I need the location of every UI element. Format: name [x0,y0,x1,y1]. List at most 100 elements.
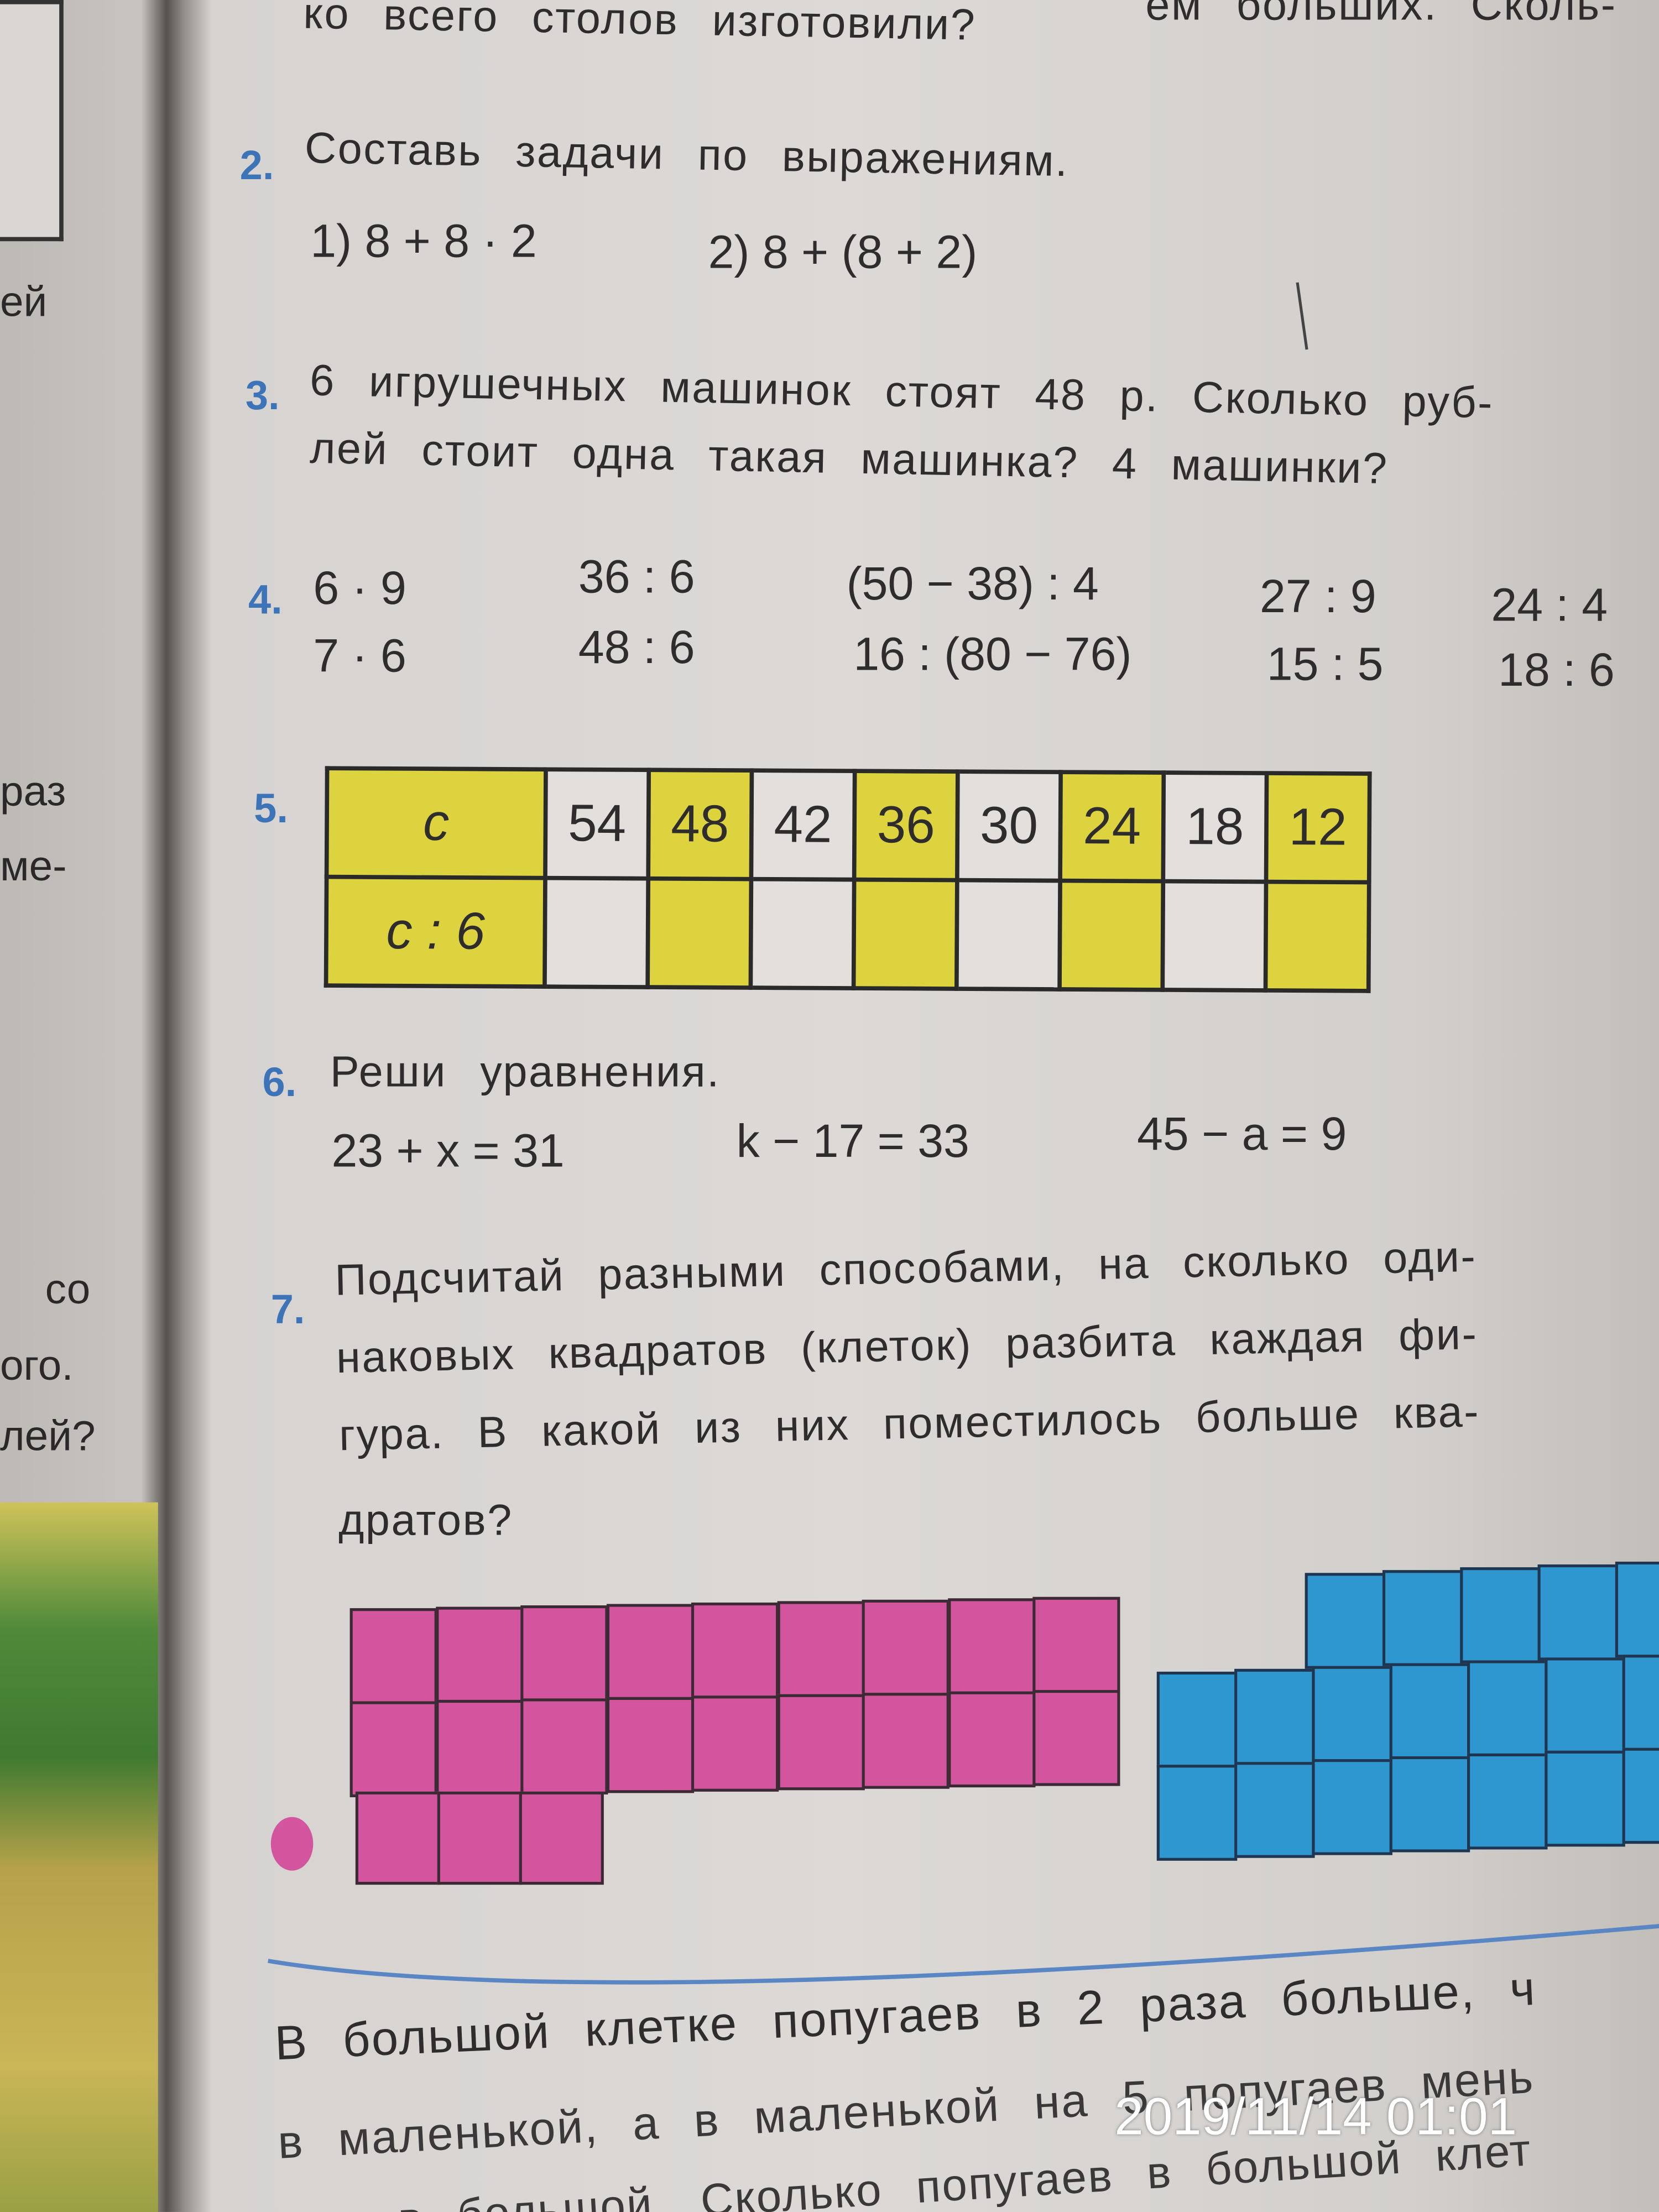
task3-line: лей стоит одна такая машинка? 4 машинки? [309,423,1389,494]
pink-dot-marker [270,1817,314,1871]
grid-square [606,1697,693,1793]
equation: 45 − a = 9 [1137,1107,1347,1160]
grid-square [1156,1671,1238,1768]
row-header: c : 6 [326,877,545,987]
task2-text: Составь задачи по выражениям. [304,123,1070,186]
equation: k − 17 = 33 [736,1114,969,1167]
grid-square [519,1791,604,1885]
grid-square [1537,1564,1618,1661]
grid-square [1305,1573,1386,1669]
task7-line: дратов? [338,1495,513,1545]
left-fragment: ей [0,279,48,326]
answer-cell[interactable] [750,879,854,989]
task7-line: наковых квадратов (клеток) разбита кажда… [336,1309,1479,1383]
left-fragment: ого. [0,1343,74,1390]
grid-square [1467,1660,1548,1756]
grid-square [776,1601,864,1697]
grid-square [862,1693,950,1789]
task2-expression-1: 1) 8 + 8 · 2 [310,214,537,267]
task7-line: гура. В какой из них поместилось больше … [338,1386,1480,1460]
value-cell: 54 [545,769,649,879]
task6-text: Реши уравнения. [330,1046,721,1097]
answer-cell[interactable] [956,880,1061,989]
task4-expr: 18 : 6 [1498,643,1615,696]
grid-square [1032,1690,1120,1786]
value-cell: 30 [957,771,1061,881]
task-number: 3. [245,374,280,419]
answer-cell[interactable] [1162,881,1266,990]
value-cell: 18 [1163,773,1267,882]
grid-square [691,1695,779,1792]
task2-expression-2: 2) 8 + (8 + 2) [708,226,978,278]
value-cell: 42 [751,770,855,880]
task-number: 4. [248,578,283,624]
task4-expr: 6 · 9 [313,561,406,614]
grid-square [1622,1655,1659,1751]
left-fragment: раз [0,769,66,816]
pen-stroke [268,1924,1659,1985]
value-cell: 36 [854,771,958,880]
task-number: 6. [262,1061,297,1106]
task4-expr: 7 · 6 [313,629,406,682]
task-number: 2. [239,144,274,189]
grid-square [435,1699,523,1796]
answer-cell[interactable] [648,878,752,988]
forest-illustration [0,1502,158,2212]
grid-square [1312,1759,1392,1855]
grid-square [435,1606,523,1703]
grid-square [355,1791,440,1885]
answer-cell[interactable] [853,879,957,989]
grid-square [862,1599,950,1696]
task-number: 5. [254,787,288,833]
grid-square [1467,1753,1548,1850]
value-cell: 24 [1060,772,1164,881]
grid-square [520,1605,608,1702]
grid-square [606,1604,693,1700]
grid-square [1156,1765,1238,1861]
grid-square [520,1698,608,1794]
answer-cell[interactable] [1060,880,1164,990]
grid-square [1312,1666,1392,1762]
grid-square [947,1598,1035,1694]
grid-square [1234,1762,1315,1858]
task4-expr: 36 : 6 [578,550,695,603]
row-header: c [326,768,546,878]
top-line-fragment: ем больших. Сколь- [1145,0,1617,30]
task4-expr: 16 : (80 − 76) [853,628,1132,680]
value-cell: 12 [1266,773,1370,883]
value-cell: 48 [648,770,752,879]
answer-cell[interactable] [544,878,649,988]
grid-square [349,1701,437,1797]
left-fragment: ме- [0,843,67,890]
left-fragment: со [45,1266,91,1313]
task-number: 7. [270,1288,305,1333]
photo-timestamp: 2019/11/14 01:01 [1114,2088,1517,2146]
task5-table: c 54 48 42 36 30 24 18 12 c : 6 [324,766,1372,993]
left-page-table [0,0,64,242]
equation: 23 + x = 31 [331,1124,565,1177]
grid-square [776,1694,864,1791]
task4-expr: 15 : 5 [1266,638,1384,690]
grid-square [437,1791,522,1885]
grid-square [349,1608,437,1704]
grid-square [947,1691,1035,1788]
grid-square [1545,1750,1625,1847]
task3-line: 6 игрушечных машинок стоят 48 р. Сколько… [309,355,1494,428]
task4-expr: 48 : 6 [578,620,695,673]
answer-cell[interactable] [1265,881,1369,991]
top-line: ко всего столов изготовили? [302,0,977,50]
grid-square [1234,1668,1315,1765]
grid-square [1615,1561,1659,1658]
grid-square [1545,1657,1625,1754]
left-fragment: лей? [0,1413,96,1460]
task4-expr: (50 − 38) : 4 [846,557,1099,610]
grid-square [1389,1756,1470,1853]
grid-square [1382,1570,1463,1666]
grid-square [1389,1663,1470,1760]
grid-square [1622,1747,1659,1844]
grid-square [1460,1567,1541,1663]
grid-square [691,1602,779,1699]
task7-line: Подсчитай разными способами, на сколько … [334,1232,1478,1305]
pencil-mark [1296,282,1308,350]
